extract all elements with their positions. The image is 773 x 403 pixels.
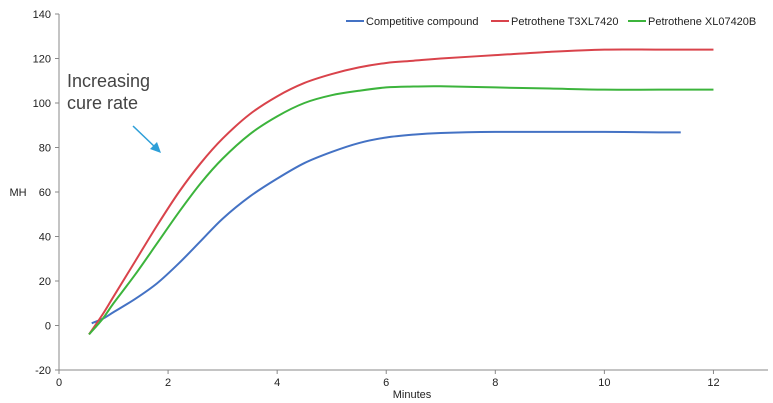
y-tick-label: 0 <box>45 321 51 333</box>
x-tick-label: 4 <box>274 377 280 389</box>
x-tick-label: 8 <box>492 377 498 389</box>
annotation-arrow-shaft <box>132 125 157 149</box>
y-tick-label: 20 <box>39 276 51 288</box>
series-line-3 <box>88 85 714 336</box>
series-line-1 <box>91 130 681 325</box>
annotation-text-line: Increasing <box>67 71 150 91</box>
x-tick-label: 10 <box>598 377 610 389</box>
y-tick-label: 60 <box>39 187 51 199</box>
x-tick-label: 6 <box>383 377 389 389</box>
x-tick-label: 2 <box>165 377 171 389</box>
y-tick-label: 140 <box>33 9 51 21</box>
annotation-arrow-head <box>150 142 161 153</box>
x-tick-label: 12 <box>707 377 719 389</box>
tick-labels: -20 0 20 40 60 80 100 120 140 0 2 4 6 8 10 12 <box>33 9 720 389</box>
y-tick-label: 80 <box>39 143 51 155</box>
y-tick-label: 40 <box>39 232 51 244</box>
x-tick-label: 0 <box>56 377 62 389</box>
axes <box>55 13 768 374</box>
legend-label-1: Competitive compound <box>366 16 479 28</box>
y-tick-label: 120 <box>33 54 51 66</box>
legend-label-3: Petrothene XL07420B <box>648 16 756 28</box>
legend-label-2: Petrothene T3XL7420 <box>511 16 618 28</box>
y-tick-label: -20 <box>35 365 51 377</box>
x-axis-label: Minutes <box>393 389 432 401</box>
y-axis-label: MH <box>9 187 26 199</box>
series-lines <box>88 48 714 336</box>
legend: Competitive compound Petrothene T3XL7420 P… <box>346 16 756 28</box>
series-line-2 <box>88 48 714 335</box>
y-tick-label: 100 <box>33 98 51 110</box>
annotation-text-line: cure rate <box>67 93 138 113</box>
